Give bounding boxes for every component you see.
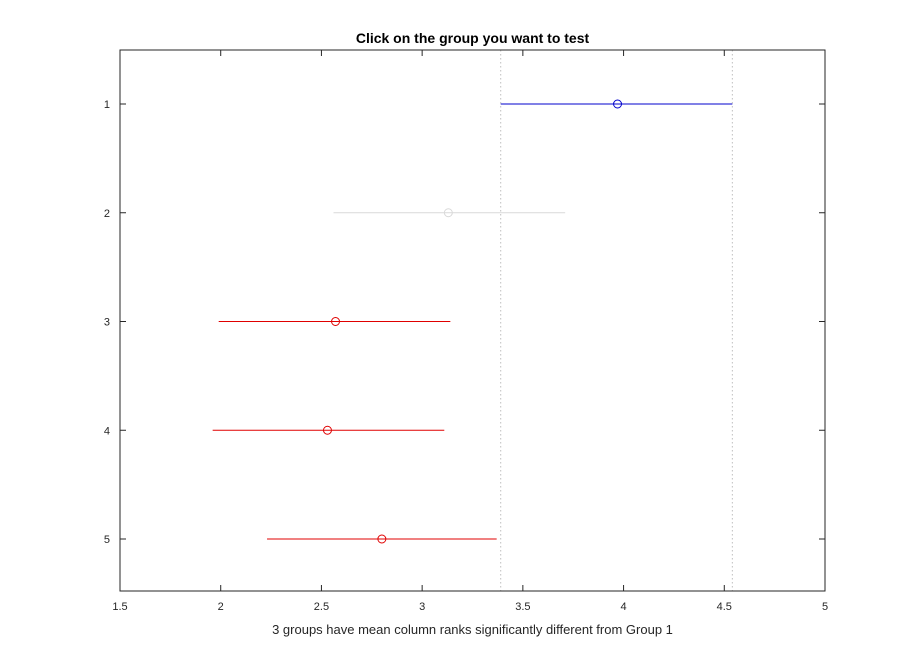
mean-marker-group-3[interactable] — [331, 317, 341, 326]
group-interval-1[interactable] — [500, 99, 733, 109]
mean-marker-group-4[interactable] — [322, 425, 332, 435]
group-interval-4[interactable] — [212, 425, 445, 435]
y-tick-label: 3 — [104, 317, 110, 329]
group-interval-3[interactable] — [218, 317, 451, 326]
plot-area-frame — [119, 49, 826, 592]
mean-marker-group-1[interactable] — [613, 99, 623, 109]
group-interval-2[interactable] — [333, 208, 566, 218]
x-axis-label: 3 groups have mean column ranks signific… — [272, 622, 673, 637]
y-axis: 1 2 3 4 5 — [104, 99, 825, 546]
x-tick-label: 3 — [419, 601, 425, 613]
y-tick-label: 5 — [104, 534, 110, 546]
x-tick-label: 2 — [218, 601, 224, 613]
group-interval-5[interactable] — [267, 534, 497, 544]
x-tick-label: 3.5 — [515, 601, 530, 613]
x-tick-label: 4.5 — [717, 601, 732, 613]
group-intervals[interactable] — [212, 99, 733, 544]
x-axis: 1.5 2 2.5 3 3.5 4 4.5 5 — [112, 50, 828, 613]
y-tick-label: 2 — [104, 208, 110, 220]
x-tick-label: 2.5 — [314, 601, 329, 613]
y-tick-label: 4 — [104, 425, 110, 437]
mean-marker-group-2[interactable] — [443, 208, 453, 218]
chart-title: Click on the group you want to test — [356, 30, 590, 46]
x-tick-label: 5 — [822, 601, 828, 613]
x-tick-label: 1.5 — [112, 601, 127, 613]
y-tick-label: 1 — [104, 99, 110, 111]
x-tick-label: 4 — [621, 601, 627, 613]
mean-marker-group-5[interactable] — [377, 534, 387, 544]
